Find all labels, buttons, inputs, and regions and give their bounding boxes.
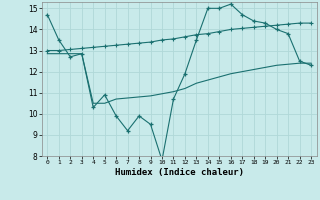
X-axis label: Humidex (Indice chaleur): Humidex (Indice chaleur) xyxy=(115,168,244,177)
